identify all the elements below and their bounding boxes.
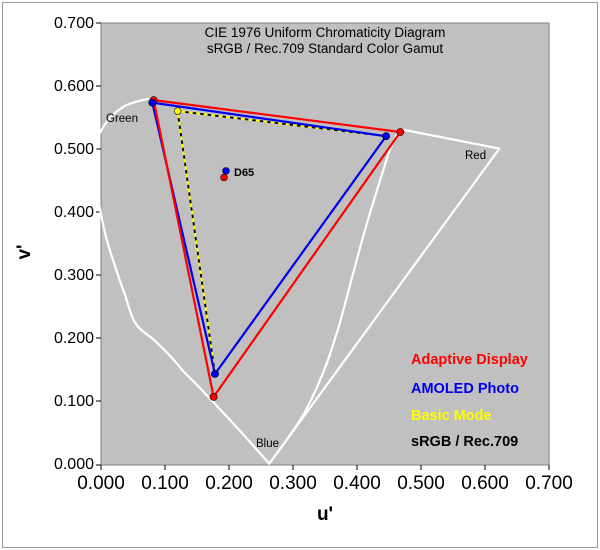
svg-text:0.100: 0.100 (54, 393, 94, 410)
svg-text:0.100: 0.100 (141, 473, 189, 494)
svg-text:sRGB / Rec.709: sRGB / Rec.709 (411, 434, 518, 450)
svg-text:0.400: 0.400 (333, 473, 381, 494)
svg-text:Red: Red (465, 150, 486, 162)
svg-text:Blue: Blue (256, 438, 279, 450)
svg-text:u': u' (317, 504, 333, 525)
svg-text:0.500: 0.500 (397, 473, 445, 494)
svg-text:D65: D65 (234, 167, 254, 179)
svg-text:v': v' (14, 244, 35, 259)
svg-text:0.300: 0.300 (54, 267, 94, 284)
svg-text:Adaptive Display: Adaptive Display (411, 352, 528, 368)
svg-text:0.700: 0.700 (525, 473, 573, 494)
svg-text:0.600: 0.600 (461, 473, 509, 494)
svg-text:0.200: 0.200 (205, 473, 253, 494)
svg-text:0.000: 0.000 (77, 473, 125, 494)
svg-text:sRGB / Rec.709 Standard Color: sRGB / Rec.709 Standard Color Gamut (207, 41, 444, 56)
svg-text:0.700: 0.700 (54, 15, 94, 32)
svg-text:0.200: 0.200 (54, 330, 94, 347)
svg-text:0.300: 0.300 (269, 473, 317, 494)
svg-text:0.000: 0.000 (54, 456, 94, 473)
svg-text:0.400: 0.400 (54, 204, 94, 221)
svg-text:Basic Mode: Basic Mode (411, 408, 492, 424)
svg-text:0.500: 0.500 (54, 141, 94, 158)
svg-text:Green: Green (106, 113, 138, 125)
svg-text:0.600: 0.600 (54, 78, 94, 95)
svg-text:AMOLED Photo: AMOLED Photo (411, 381, 519, 397)
svg-text:CIE 1976 Uniform Chromaticity: CIE 1976 Uniform Chromaticity Diagram (205, 25, 446, 40)
